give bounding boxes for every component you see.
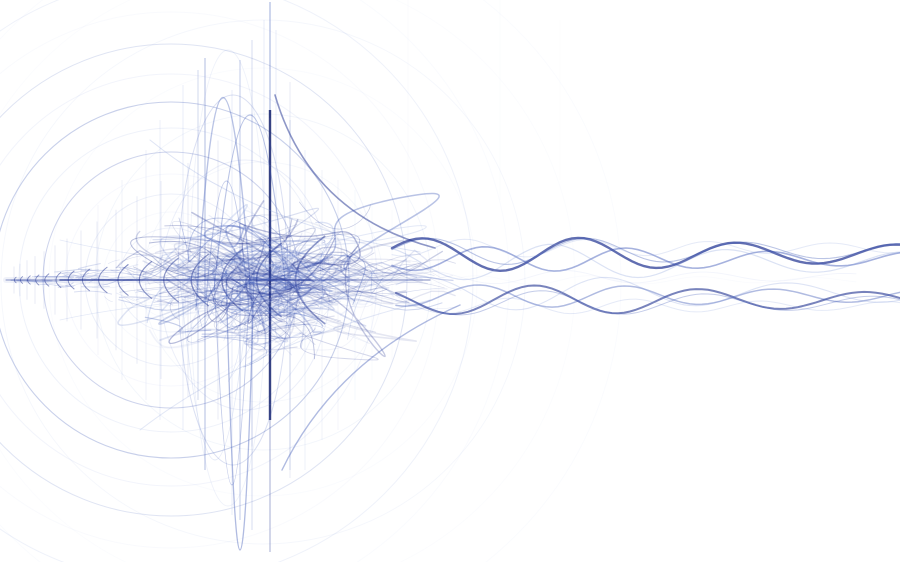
sweep-curves (59, 94, 461, 551)
cusp-train (13, 82, 326, 478)
left-fuzz (10, 257, 248, 310)
chaotic-knot (117, 192, 440, 382)
orbit-ellipses (159, 49, 331, 507)
axial-flow (115, 246, 462, 312)
concentric-rings (0, 0, 526, 562)
wave-strands (390, 236, 900, 316)
vertical-spikes (97, 0, 561, 552)
